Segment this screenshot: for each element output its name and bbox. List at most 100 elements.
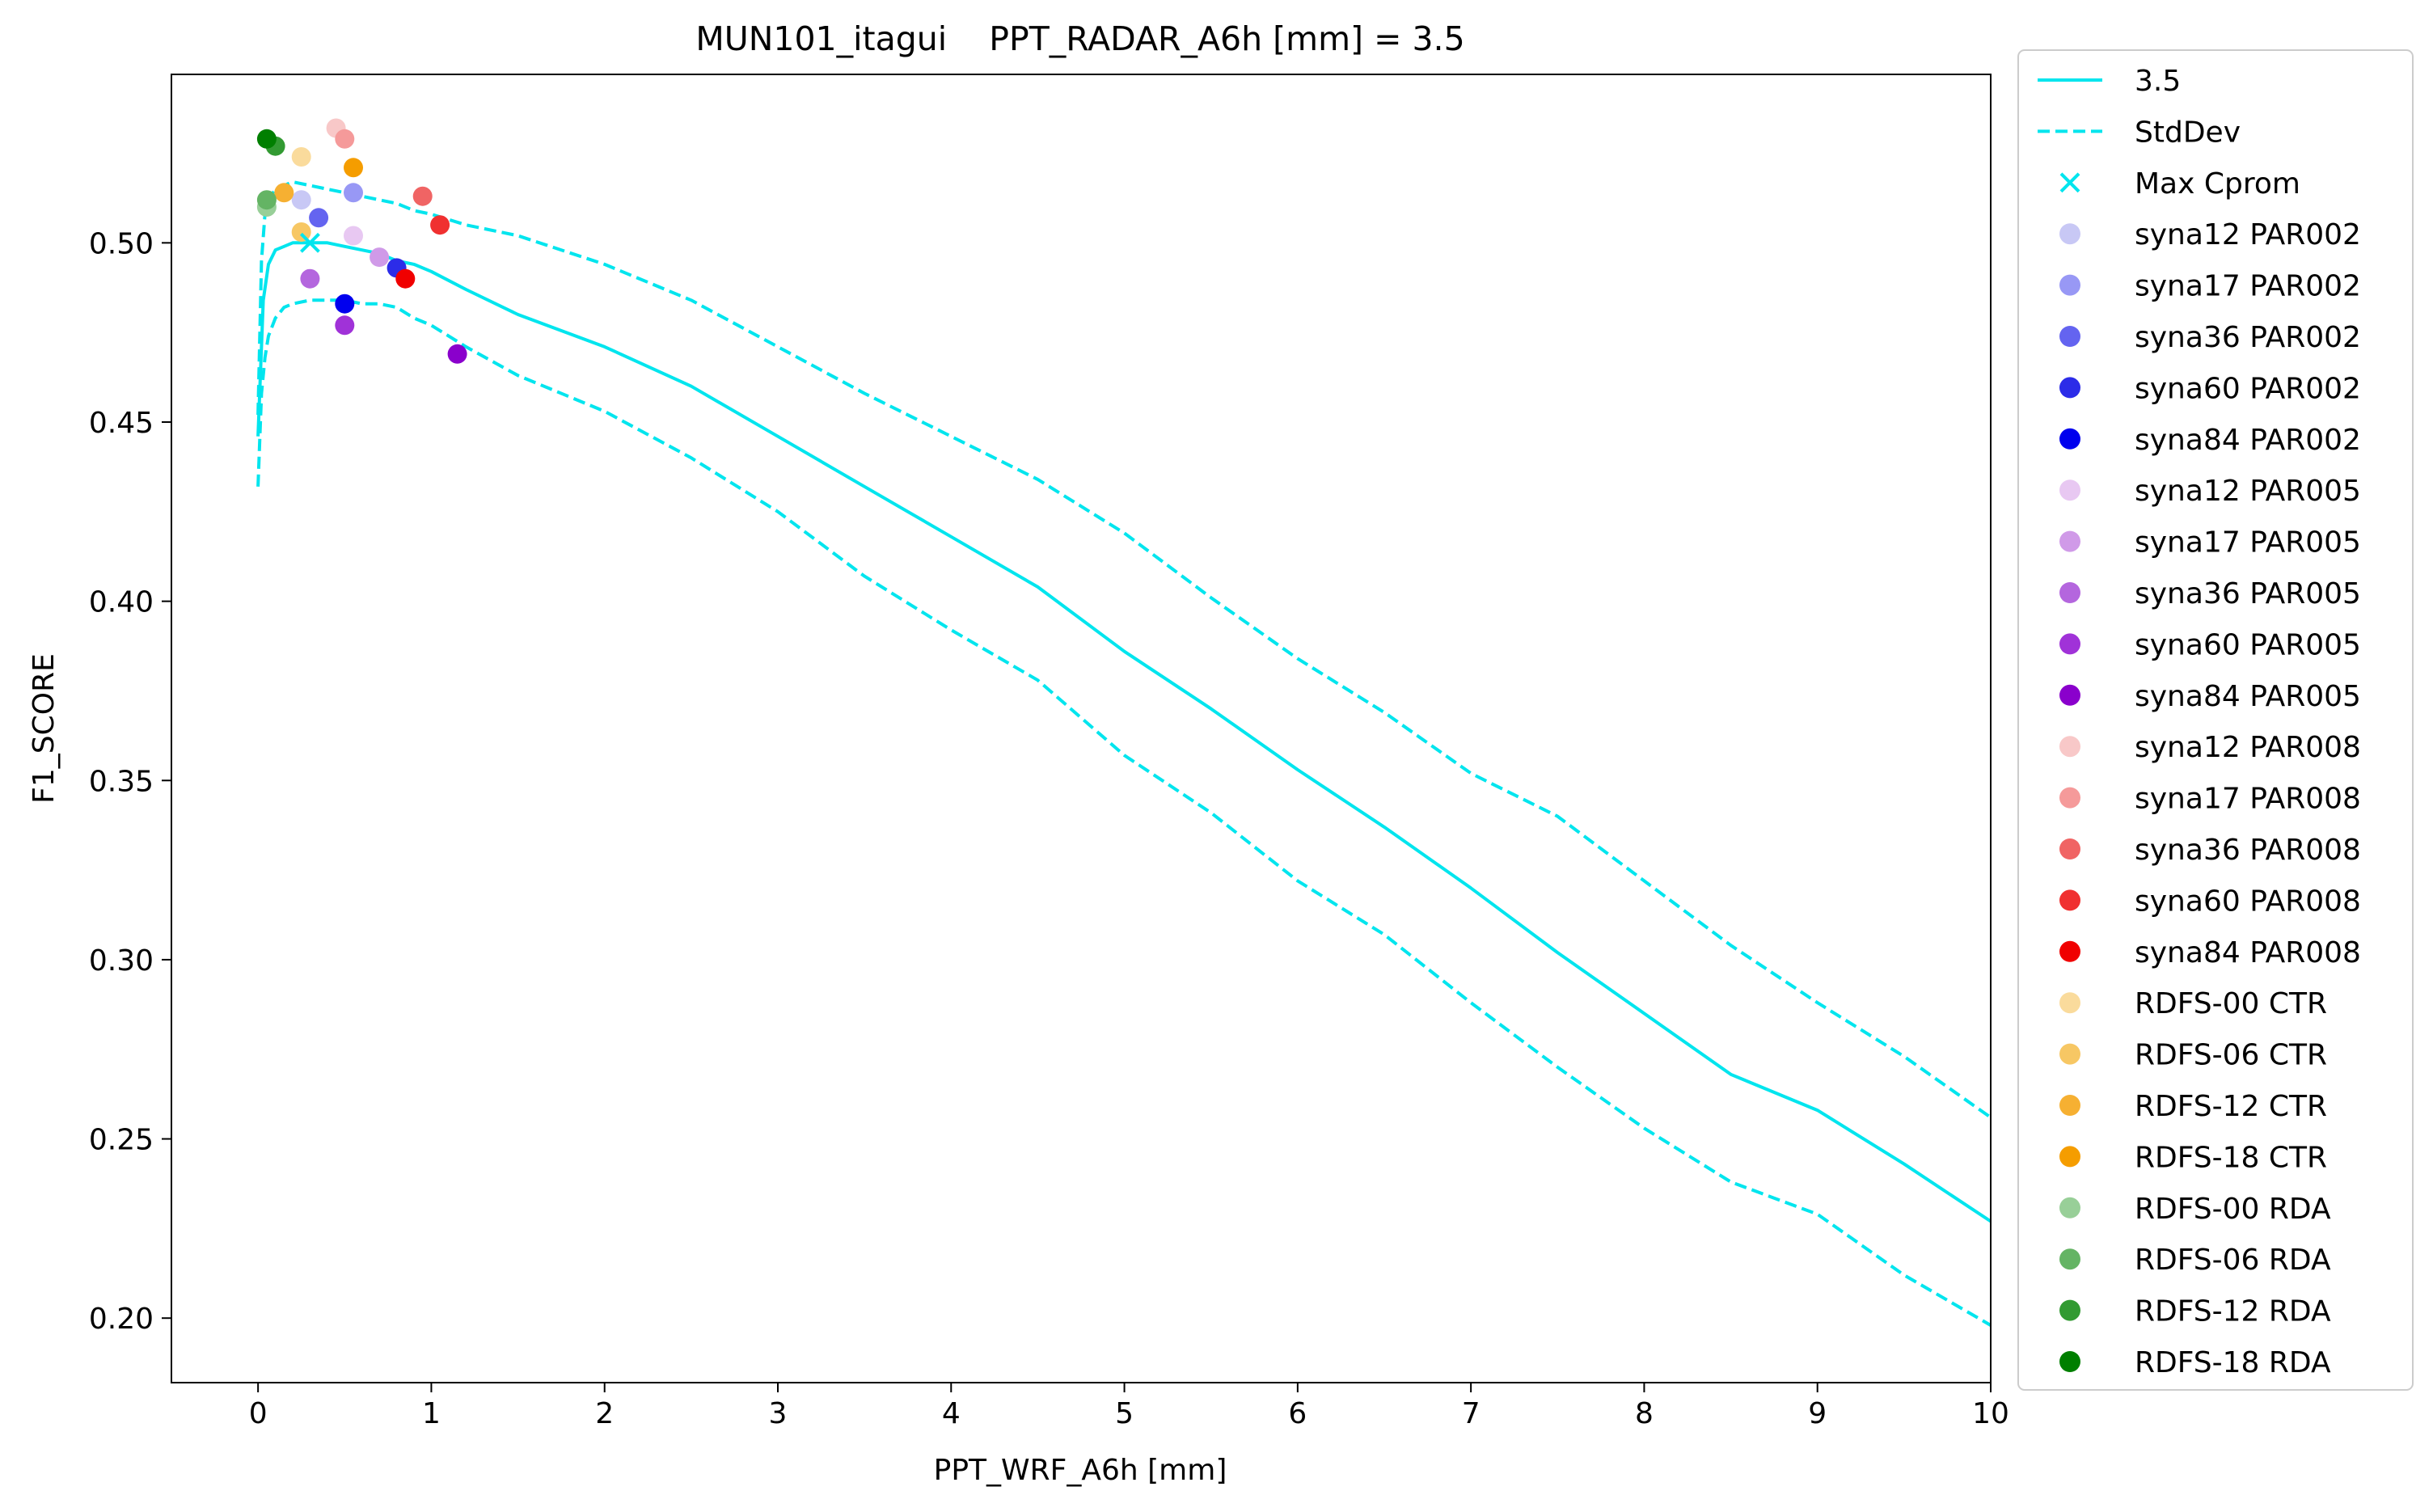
legend-dot-swatch bbox=[2059, 992, 2080, 1014]
legend-label: syna36 PAR005 bbox=[2135, 577, 2361, 610]
series-line-2 bbox=[256, 298, 1992, 1327]
scatter-point-15 bbox=[291, 147, 311, 167]
legend-dot-swatch bbox=[2059, 736, 2080, 758]
y-tick-label: 0.40 bbox=[89, 586, 154, 619]
legend-dot-swatch bbox=[2059, 1043, 2080, 1065]
scatter-point-9 bbox=[447, 344, 467, 364]
y-axis-label: F1_SCORE bbox=[27, 653, 61, 804]
legend-dot-swatch bbox=[2059, 1095, 2080, 1116]
scatter-point-18 bbox=[344, 158, 363, 178]
plot-series bbox=[256, 180, 1992, 1327]
legend-x-swatch bbox=[2059, 172, 2080, 193]
scatter-point-1 bbox=[344, 183, 363, 203]
legend-label: RDFS-06 RDA bbox=[2135, 1244, 2331, 1277]
legend-dot-swatch bbox=[2059, 377, 2080, 399]
legend-dot-swatch bbox=[2059, 530, 2080, 552]
plot-points bbox=[256, 118, 467, 364]
scatter-point-0 bbox=[291, 190, 311, 210]
legend-dot-swatch bbox=[2059, 1146, 2080, 1168]
legend-label: RDFS-00 CTR bbox=[2135, 987, 2327, 1020]
legend-dot-swatch bbox=[2059, 274, 2080, 296]
legend-label: syna36 PAR002 bbox=[2135, 321, 2361, 354]
legend-label: syna17 PAR002 bbox=[2135, 270, 2361, 303]
max-cprom-marker bbox=[300, 232, 320, 253]
legend-entry: syna36 PAR008 bbox=[2059, 834, 2361, 867]
legend-label: syna84 PAR005 bbox=[2135, 680, 2361, 713]
scatter-point-17 bbox=[274, 183, 294, 203]
legend-label: RDFS-18 RDA bbox=[2135, 1346, 2331, 1379]
legend-entry: syna84 PAR002 bbox=[2059, 424, 2361, 457]
legend-dot-swatch bbox=[2059, 479, 2080, 501]
legend-frame bbox=[2017, 49, 2414, 1391]
scatter-point-22 bbox=[256, 129, 277, 149]
legend-label: RDFS-06 CTR bbox=[2135, 1039, 2327, 1072]
legend-dot-swatch bbox=[2059, 1351, 2080, 1372]
legend-label: syna84 PAR008 bbox=[2135, 936, 2361, 969]
legend-entry: syna17 PAR008 bbox=[2059, 783, 2361, 816]
legend-label: syna60 PAR008 bbox=[2135, 885, 2361, 918]
series-line-0 bbox=[256, 241, 1992, 1223]
legend-label: syna12 PAR008 bbox=[2135, 731, 2361, 764]
y-tick-label: 0.30 bbox=[89, 944, 154, 978]
legend-dot-swatch bbox=[2059, 428, 2080, 450]
x-tick-label: 9 bbox=[1808, 1397, 1827, 1430]
scatter-point-14 bbox=[395, 268, 416, 289]
x-tick-label: 4 bbox=[942, 1397, 961, 1430]
x-tick-label: 7 bbox=[1462, 1397, 1480, 1430]
legend-entry: Max Cprom bbox=[2059, 167, 2300, 201]
scatter-point-12 bbox=[412, 186, 433, 206]
legend-dot-swatch bbox=[2059, 940, 2080, 962]
x-tick-label: 2 bbox=[595, 1397, 614, 1430]
legend-entry: syna12 PAR008 bbox=[2059, 731, 2361, 764]
x-tick-label: 1 bbox=[422, 1397, 441, 1430]
legend-entry: syna60 PAR008 bbox=[2059, 885, 2361, 918]
scatter-point-20 bbox=[256, 190, 277, 210]
legend-entry: syna84 PAR008 bbox=[2059, 936, 2361, 969]
x-tick-label: 10 bbox=[1972, 1397, 2009, 1430]
y-axis: 0.20 0.25 0.30 0.35 0.40 0.45 0.50 bbox=[89, 227, 171, 1336]
legend-items: 3.5 StdDev Max Cprom syna12 PAR002 syna17 PA… bbox=[2038, 65, 2361, 1379]
legend-dot-swatch bbox=[2059, 1248, 2080, 1270]
legend-entry: StdDev bbox=[2038, 116, 2241, 149]
legend-entry: RDFS-12 RDA bbox=[2059, 1295, 2331, 1328]
legend-dot-swatch bbox=[2059, 582, 2080, 603]
legend-entry: syna12 PAR002 bbox=[2059, 218, 2361, 251]
legend-label: syna36 PAR008 bbox=[2135, 834, 2361, 867]
scatter-point-2 bbox=[309, 208, 329, 228]
legend-entry: RDFS-12 CTR bbox=[2059, 1090, 2327, 1123]
x-tick-label: 3 bbox=[769, 1397, 788, 1430]
legend-label: syna60 PAR002 bbox=[2135, 372, 2361, 405]
scatter-point-7 bbox=[300, 268, 320, 289]
x-tick-label: 5 bbox=[1115, 1397, 1134, 1430]
legend-entry: syna36 PAR005 bbox=[2059, 577, 2361, 610]
legend-entry: RDFS-18 RDA bbox=[2059, 1346, 2331, 1379]
legend-entry: RDFS-00 CTR bbox=[2059, 987, 2327, 1020]
legend-dot-swatch bbox=[2059, 838, 2080, 859]
legend-entry: RDFS-18 CTR bbox=[2059, 1141, 2327, 1174]
legend-label: RDFS-12 RDA bbox=[2135, 1295, 2331, 1328]
legend-label: syna17 PAR008 bbox=[2135, 783, 2361, 816]
legend-entry: syna36 PAR002 bbox=[2059, 321, 2361, 354]
series-line-1 bbox=[256, 180, 1992, 1119]
legend-label: Max Cprom bbox=[2135, 167, 2300, 201]
y-tick-label: 0.45 bbox=[89, 407, 154, 440]
plot-frame bbox=[171, 74, 1992, 1383]
legend-dot-swatch bbox=[2059, 1299, 2080, 1321]
scatter-point-6 bbox=[370, 247, 390, 268]
legend-label: syna60 PAR005 bbox=[2135, 628, 2361, 661]
legend-label: RDFS-00 RDA bbox=[2135, 1193, 2331, 1226]
legend-label: syna84 PAR002 bbox=[2135, 424, 2361, 457]
legend-dot-swatch bbox=[2059, 633, 2080, 655]
legend-entry: syna84 PAR005 bbox=[2059, 680, 2361, 713]
legend-dot-swatch bbox=[2059, 326, 2080, 347]
legend: 3.5 StdDev Max Cprom syna12 PAR002 syna17 PA… bbox=[2017, 49, 2414, 1391]
legend-entry: syna17 PAR002 bbox=[2059, 270, 2361, 303]
x-tick-label: 6 bbox=[1288, 1397, 1307, 1430]
y-tick-label: 0.25 bbox=[89, 1124, 154, 1157]
chart-title: MUN101_itagui PPT_RADAR_A6h [mm] = 3.5 bbox=[695, 19, 1464, 58]
legend-label: 3.5 bbox=[2135, 65, 2181, 98]
legend-label: syna12 PAR005 bbox=[2135, 475, 2361, 508]
y-tick-label: 0.35 bbox=[89, 765, 154, 798]
y-tick-label: 0.20 bbox=[89, 1303, 154, 1336]
